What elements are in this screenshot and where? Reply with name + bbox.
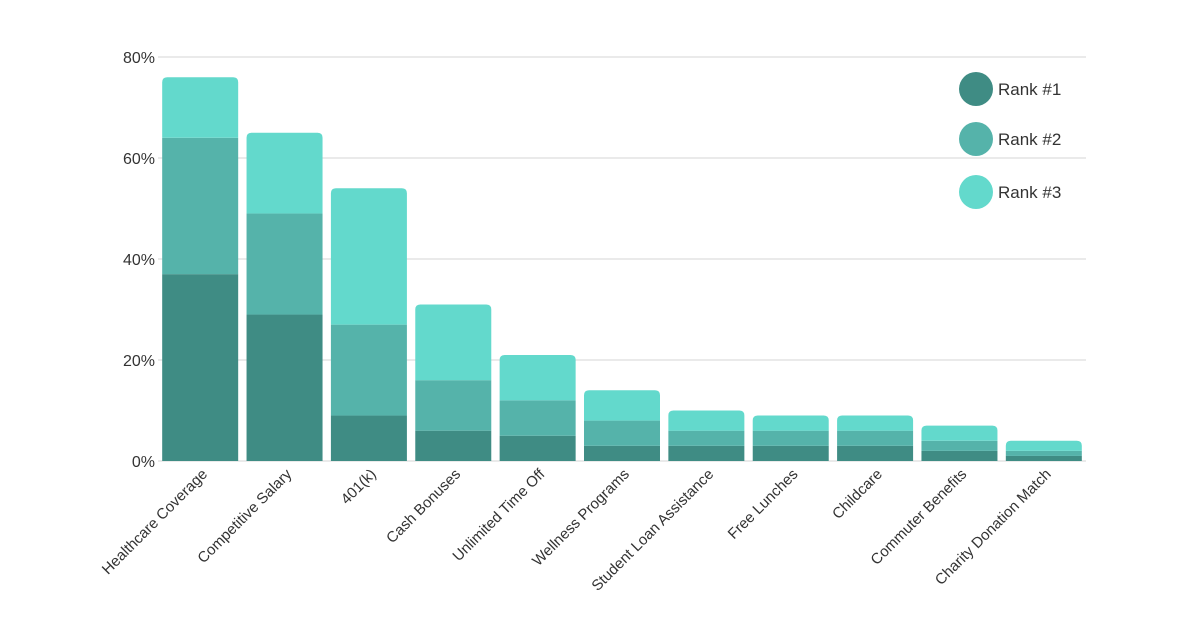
x-category-label: 401(k) xyxy=(338,466,380,508)
bar-stack xyxy=(837,415,914,461)
bar-segment xyxy=(837,430,914,446)
x-category-label: Free Lunches xyxy=(725,466,802,543)
x-category-label: Healthcare Coverage xyxy=(99,466,211,578)
bar-stack xyxy=(499,354,576,461)
bar-segment xyxy=(499,435,576,461)
bars xyxy=(162,77,1082,461)
y-tick-label: 40% xyxy=(123,252,155,269)
bar-segment xyxy=(584,390,660,421)
bar-stack xyxy=(668,410,745,461)
bar-segment xyxy=(837,445,914,461)
legend-item: Rank #1 xyxy=(959,72,1061,106)
x-category-label: Cash Bonuses xyxy=(383,466,464,547)
bar-segment xyxy=(330,188,407,325)
y-tick-label: 60% xyxy=(123,151,155,168)
bar-segment xyxy=(752,445,829,461)
bar-segment xyxy=(246,132,323,214)
legend-label: Rank #2 xyxy=(998,130,1061,149)
bar-segment xyxy=(415,430,492,461)
bar-segment xyxy=(921,425,998,441)
bar-stack xyxy=(415,304,492,461)
bar-segment xyxy=(1005,440,1082,451)
bar-segment xyxy=(752,415,829,431)
bar-segment xyxy=(921,440,998,451)
bar-segment xyxy=(752,430,829,446)
legend-swatch xyxy=(959,122,993,156)
bar-segment xyxy=(499,354,576,401)
bar-segment xyxy=(668,410,745,431)
y-tick-label: 20% xyxy=(123,353,155,370)
bar-segment xyxy=(837,415,914,431)
legend-swatch xyxy=(959,72,993,106)
bar-segment xyxy=(330,324,407,416)
bar-stack xyxy=(162,77,239,461)
bar-segment xyxy=(1005,450,1082,456)
y-axis-tick-labels: 0% 20% 40% 60% 80% xyxy=(123,50,155,471)
legend-item: Rank #3 xyxy=(959,175,1061,209)
bar-segment xyxy=(499,400,576,436)
legend-label: Rank #3 xyxy=(998,183,1061,202)
bar-segment xyxy=(668,445,745,461)
legend-label: Rank #1 xyxy=(998,80,1061,99)
legend: Rank #1 Rank #2 Rank #3 xyxy=(959,72,1061,209)
bar-segment xyxy=(584,420,660,446)
x-category-label: Childcare xyxy=(829,466,886,523)
bar-segment xyxy=(1005,455,1082,461)
bar-segment xyxy=(415,380,492,431)
bar-segment xyxy=(584,445,660,461)
bar-segment xyxy=(162,274,239,461)
bar-segment xyxy=(330,415,407,461)
bar-stack xyxy=(1005,440,1082,461)
y-tick-label: 80% xyxy=(123,50,155,67)
bar-segment xyxy=(415,304,492,381)
legend-item: Rank #2 xyxy=(959,122,1061,156)
x-category-label: Unlimited Time Off xyxy=(449,465,549,565)
bar-stack xyxy=(246,132,323,461)
bar-segment xyxy=(246,213,323,315)
bar-stack xyxy=(921,425,998,461)
legend-swatch xyxy=(959,175,993,209)
x-category-label: Competitive Salary xyxy=(194,465,295,566)
bar-stack xyxy=(752,415,829,461)
bar-segment xyxy=(162,77,239,138)
bar-stack xyxy=(584,390,660,461)
bar-segment xyxy=(921,450,998,461)
bar-segment xyxy=(668,430,745,446)
y-tick-label: 0% xyxy=(132,454,155,471)
bar-segment xyxy=(162,137,239,275)
bar-stack xyxy=(330,188,407,461)
bar-segment xyxy=(246,314,323,461)
